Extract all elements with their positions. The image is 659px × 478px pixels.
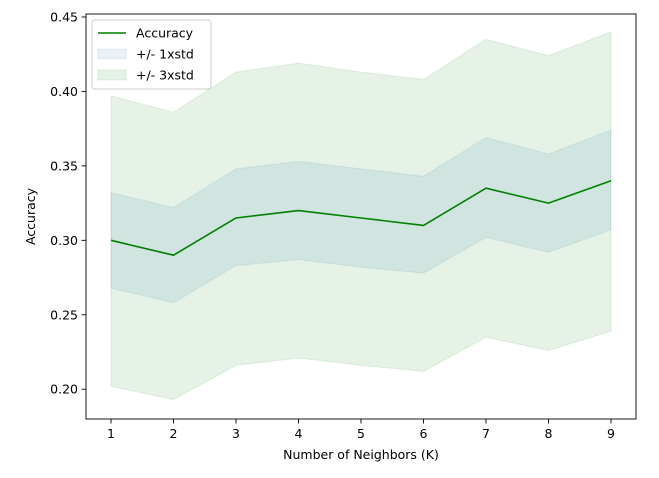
y-tick-label: 0.35 bbox=[50, 158, 78, 173]
x-tick-label: 2 bbox=[170, 426, 178, 441]
y-tick-label: 0.20 bbox=[50, 382, 78, 397]
y-axis-label: Accuracy bbox=[23, 187, 38, 245]
x-tick-label: 1 bbox=[107, 426, 115, 441]
legend-swatch-3xstd bbox=[97, 69, 127, 81]
y-tick-label: 0.25 bbox=[50, 307, 78, 322]
confidence-bands bbox=[110, 31, 612, 401]
y-tick-label: 0.40 bbox=[50, 84, 78, 99]
x-tick-label: 9 bbox=[607, 426, 615, 441]
y-tick-label: 0.45 bbox=[50, 9, 78, 24]
x-axis-label: Number of Neighbors (K) bbox=[283, 447, 439, 462]
x-tick-label: 6 bbox=[420, 426, 428, 441]
band-3xstd bbox=[110, 31, 612, 401]
x-tick-label: 8 bbox=[545, 426, 553, 441]
x-tick-label: 5 bbox=[357, 426, 365, 441]
legend-frame bbox=[91, 19, 212, 90]
legend-swatch-1xstd bbox=[97, 48, 127, 60]
legend-label-3xstd: +/- 3xstd bbox=[136, 68, 194, 83]
x-tick-label: 3 bbox=[232, 426, 240, 441]
y-tick-label: 0.30 bbox=[50, 233, 78, 248]
legend-label-1xstd: +/- 1xstd bbox=[136, 47, 194, 62]
x-axis-ticks: 1 2 3 4 5 6 7 8 9 bbox=[107, 419, 615, 441]
legend-label-accuracy: Accuracy bbox=[136, 26, 194, 41]
x-tick-label: 4 bbox=[295, 426, 303, 441]
y-axis-ticks: 0.20 0.25 0.30 0.35 0.40 0.45 bbox=[50, 9, 86, 397]
legend: Accuracy +/- 1xstd +/- 3xstd bbox=[91, 19, 212, 90]
x-tick-label: 7 bbox=[482, 426, 490, 441]
series-lines bbox=[110, 180, 612, 257]
band-1xstd bbox=[110, 129, 612, 304]
